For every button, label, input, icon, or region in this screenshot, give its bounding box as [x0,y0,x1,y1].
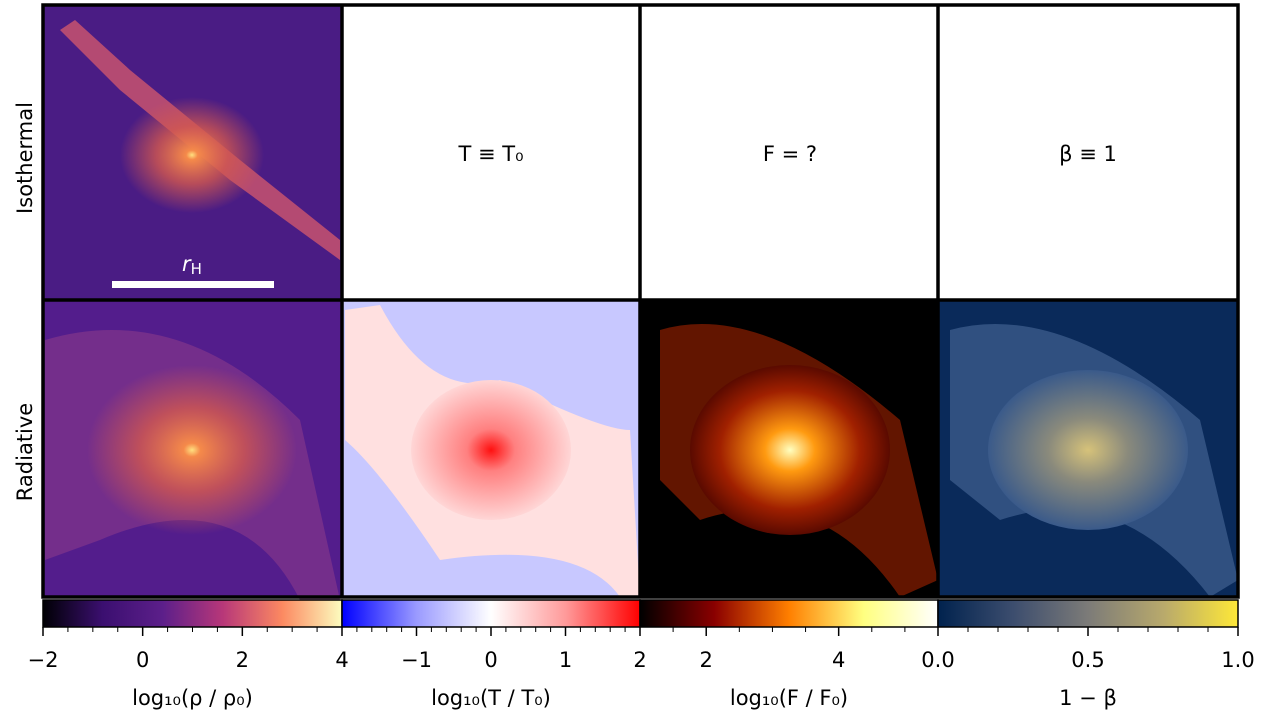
tick-label: −1 [401,648,432,672]
colorbar-label: log₁₀(T / T₀) [431,686,551,710]
tick-label: 0.5 [1071,648,1104,672]
tick-label: 1.0 [1221,648,1254,672]
panel-frames [41,3,1240,599]
scale-bar-label: rH [182,252,202,278]
colorbar-label: log₁₀(ρ / ρ₀) [132,686,253,710]
tick-label: −2 [28,648,59,672]
tick-label: 4 [832,648,845,672]
tick-label: 0 [484,648,497,672]
panel-images [43,5,1238,600]
tick-label: 2 [236,648,249,672]
tick-label: 2 [633,648,646,672]
colorbar [341,599,641,628]
colorbar [937,599,1239,628]
colorbar-label: log₁₀(F / F₀) [730,686,848,710]
row-label: Radiative [13,403,37,501]
colorbar [639,599,939,628]
scale-bar-symbol: r [182,252,192,276]
tick-label: 0 [136,648,149,672]
scale-bar-subscript: H [191,260,202,278]
tick-label: 2 [700,648,713,672]
tick-label: 4 [335,648,348,672]
row-label: Isothermal [13,102,37,214]
panel-text: T ≡ T₀ [457,142,523,166]
panel-text: F = ? [763,142,817,166]
tick-label: 1 [559,648,572,672]
colorbar [42,599,343,628]
colorbar-label: 1 − β [1059,686,1117,710]
panel-text: β ≡ 1 [1059,142,1117,166]
tick-label: 0.0 [921,648,954,672]
